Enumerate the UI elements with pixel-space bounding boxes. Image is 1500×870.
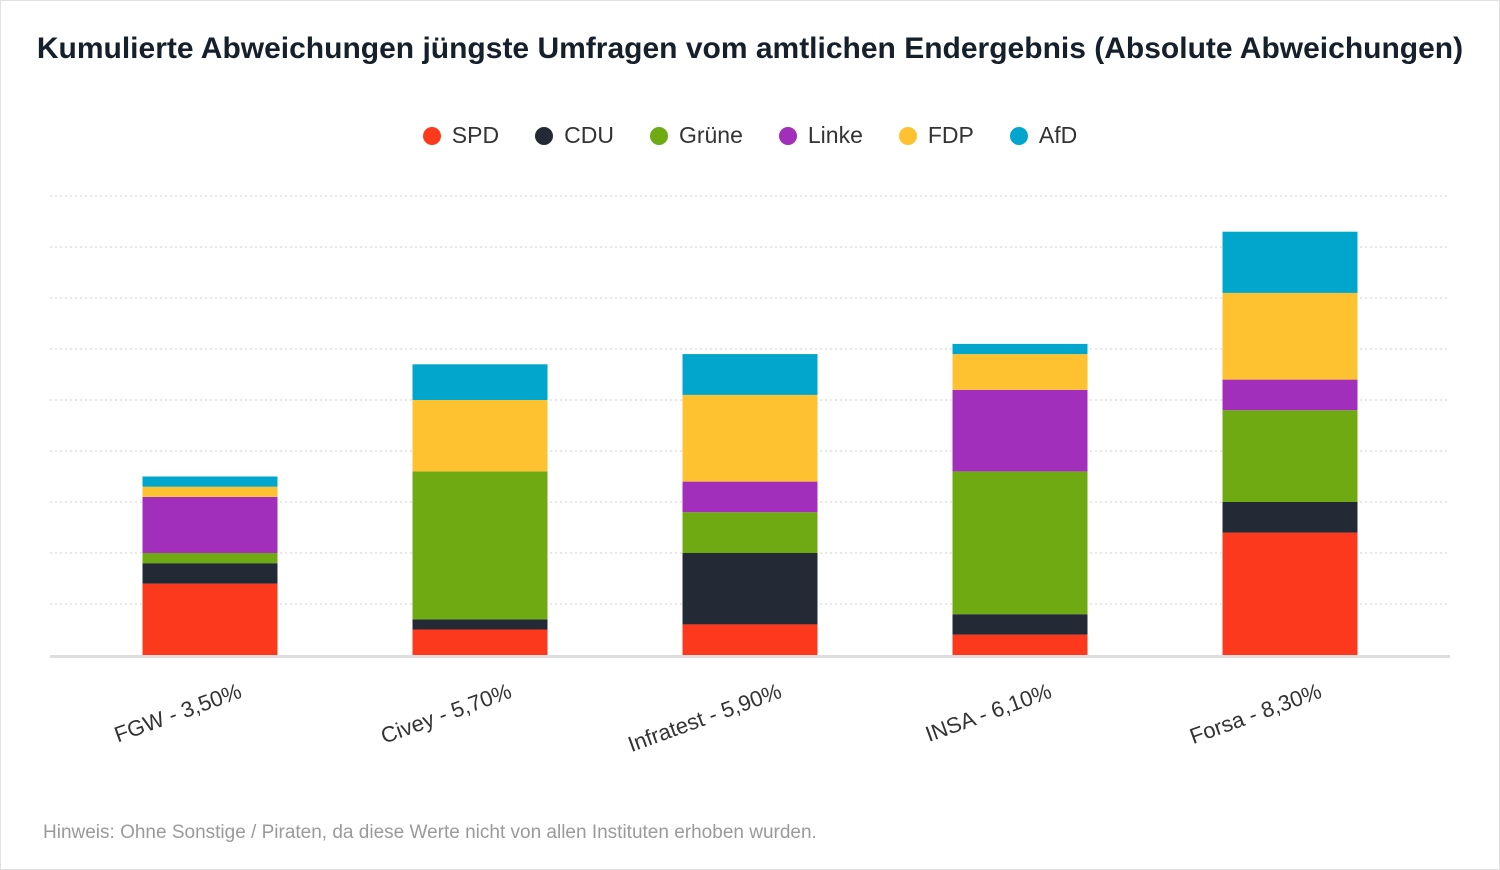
- bar-segment-cdu[interactable]: [412, 619, 548, 630]
- legend-item-cdu[interactable]: CDU: [535, 122, 614, 149]
- bar-segment-fdp[interactable]: [142, 486, 278, 497]
- x-tick-label: Forsa - 8,30%: [1186, 678, 1324, 749]
- bar-segment-fdp[interactable]: [682, 394, 818, 482]
- legend-dot-icon: [1009, 126, 1028, 145]
- legend-label: CDU: [564, 122, 614, 148]
- bar-segment-gruene[interactable]: [952, 471, 1088, 615]
- bar-segment-linke[interactable]: [952, 389, 1088, 472]
- legend-dot-icon: [422, 126, 441, 145]
- bar-segment-linke[interactable]: [682, 481, 818, 513]
- bar-segment-fdp[interactable]: [412, 400, 548, 472]
- bar-segment-fdp[interactable]: [952, 354, 1088, 390]
- legend: SPD CDU Grüne Linke FDP AfD: [0, 122, 1500, 149]
- legend-dot-icon: [535, 126, 554, 145]
- bar-segment-spd[interactable]: [1222, 532, 1358, 655]
- bar-segment-afd[interactable]: [682, 354, 818, 395]
- bar-segment-spd[interactable]: [412, 629, 548, 656]
- bar-segment-spd[interactable]: [142, 583, 278, 655]
- x-tick-label: FGW - 3,50%: [111, 678, 245, 747]
- bar-segment-cdu[interactable]: [1222, 502, 1358, 533]
- bar-segment-afd[interactable]: [1222, 231, 1358, 293]
- legend-item-fdp[interactable]: FDP: [898, 122, 974, 149]
- legend-dot-icon: [898, 126, 917, 145]
- x-tick-label: Civey - 5,70%: [377, 678, 514, 748]
- bar-segment-cdu[interactable]: [952, 614, 1088, 635]
- x-tick-label: Infratest - 5,90%: [624, 678, 784, 757]
- legend-dot-icon: [649, 126, 668, 145]
- legend-label: FDP: [927, 122, 974, 148]
- bar-segment-fdp[interactable]: [1222, 292, 1358, 380]
- bar-segment-spd[interactable]: [682, 624, 818, 655]
- bar-segment-cdu[interactable]: [682, 553, 818, 625]
- bar-segment-gruene[interactable]: [682, 512, 818, 553]
- bar-segment-afd[interactable]: [952, 343, 1088, 355]
- legend-dot-icon: [778, 126, 797, 145]
- bar-segment-gruene[interactable]: [142, 553, 278, 564]
- bar-segment-cdu[interactable]: [142, 563, 278, 584]
- bar-segment-linke[interactable]: [142, 496, 278, 553]
- legend-label: Linke: [807, 122, 863, 148]
- footnote: Hinweis: Ohne Sonstige / Piraten, da die…: [43, 822, 817, 843]
- bar-segment-afd[interactable]: [412, 364, 548, 400]
- legend-label: AfD: [1038, 122, 1078, 148]
- chart-title: Kumulierte Abweichungen jüngste Umfragen…: [36, 32, 1464, 65]
- bar-segment-linke[interactable]: [1222, 379, 1358, 411]
- legend-item-afd[interactable]: AfD: [1009, 122, 1078, 149]
- bar-segment-spd[interactable]: [952, 634, 1088, 655]
- x-tick-label: INSA - 6,10%: [922, 678, 1055, 747]
- legend-item-linke[interactable]: Linke: [778, 122, 863, 149]
- bar-segment-gruene[interactable]: [1222, 410, 1358, 502]
- bar-segment-afd[interactable]: [142, 476, 278, 487]
- legend-label: Grüne: [678, 122, 743, 148]
- legend-item-spd[interactable]: SPD: [422, 122, 500, 149]
- bar-segment-gruene[interactable]: [412, 471, 548, 620]
- legend-label: SPD: [451, 122, 500, 148]
- legend-item-gruene[interactable]: Grüne: [649, 122, 743, 149]
